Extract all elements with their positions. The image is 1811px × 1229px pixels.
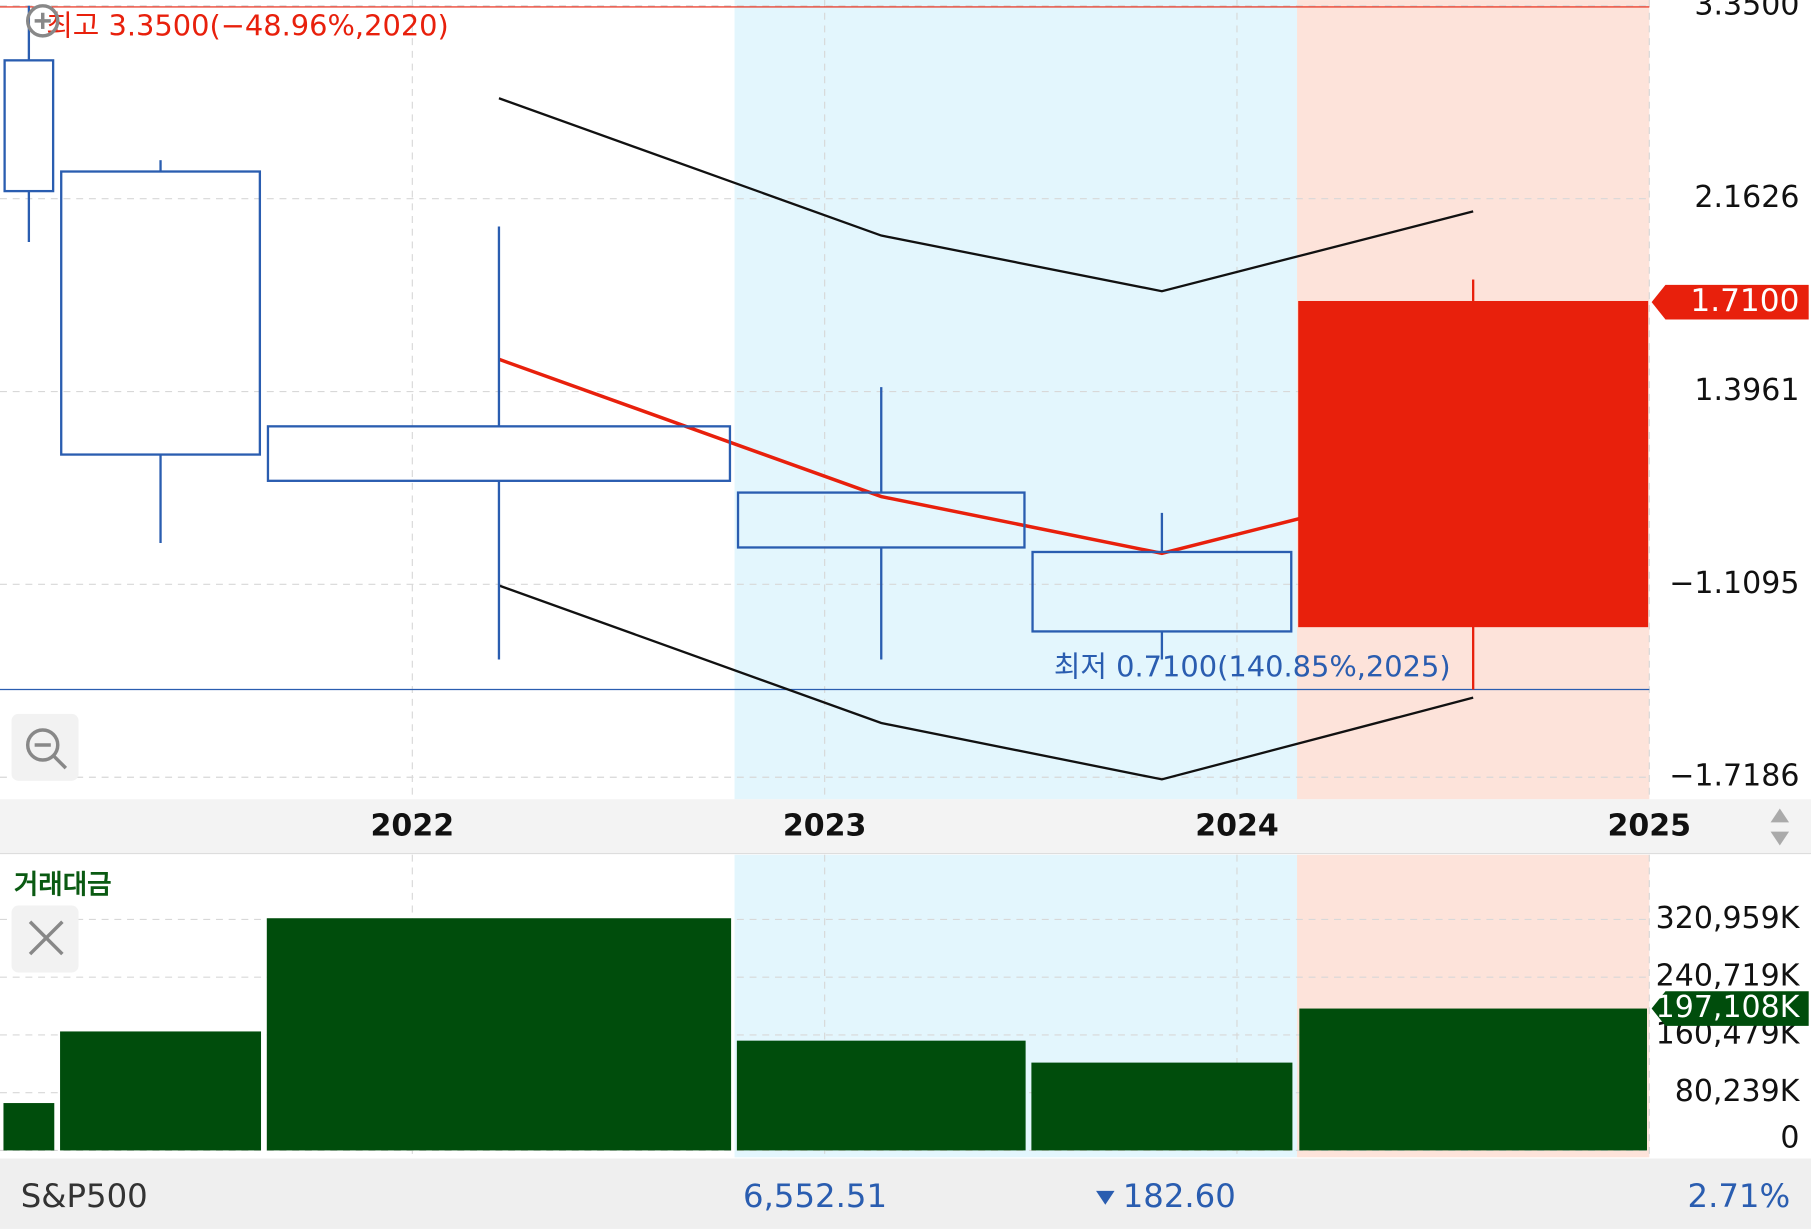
volume-bar xyxy=(1299,1008,1647,1151)
volume-bar xyxy=(266,918,732,1151)
candle-body xyxy=(1298,300,1649,628)
y-tick-label: −1.1095 xyxy=(1669,566,1799,601)
y-tick-label: 320,959K xyxy=(1656,901,1801,936)
candle-body xyxy=(3,59,55,193)
x-tick-label: 2022 xyxy=(371,809,455,844)
band-line xyxy=(498,97,1474,293)
volume-bar xyxy=(736,1040,1026,1151)
band-blue xyxy=(734,0,1298,800)
volume-bar xyxy=(1031,1062,1293,1151)
y-tick-label: −1.7186 xyxy=(1669,759,1799,794)
x-tick-label: 2023 xyxy=(783,809,867,844)
volume-bar xyxy=(3,1103,55,1151)
footer-bar xyxy=(0,1158,1811,1229)
x-tick-label: 2024 xyxy=(1195,809,1279,844)
candle-body xyxy=(60,170,262,456)
index-change: 182.60 xyxy=(1123,1177,1236,1215)
x-tick-label: 2025 xyxy=(1608,809,1692,844)
volume-tag xyxy=(1651,991,1809,1026)
close-indicator[interactable] xyxy=(11,905,79,973)
scroll-arrows[interactable] xyxy=(1770,808,1790,846)
index-price: 6,552.51 xyxy=(743,1177,887,1215)
down-triangle xyxy=(1096,1190,1115,1205)
y-tick-label: 2.1626 xyxy=(1694,180,1799,215)
band-line xyxy=(498,584,1474,781)
y-tick-label: 80,239K xyxy=(1675,1074,1801,1109)
price-tag xyxy=(1651,284,1809,320)
high-annotation: 최고 3.3500(−48.96%,2020) xyxy=(46,9,449,43)
volume-tag-label: 197,108K xyxy=(1656,990,1801,1025)
index-percent: 2.71% xyxy=(1688,1177,1791,1215)
y-tick-label: 0 xyxy=(1780,1120,1799,1155)
candle-body xyxy=(266,425,732,482)
y-tick-label: 240,719K xyxy=(1656,959,1801,994)
index-name: S&P500 xyxy=(21,1177,148,1215)
zoom-out[interactable] xyxy=(11,713,79,781)
panel-title: 거래대금 xyxy=(14,869,112,900)
y-tick-label: 1.3961 xyxy=(1694,373,1799,408)
low-annotation: 최저 0.7100(140.85%,2025) xyxy=(1054,650,1451,684)
candle-body xyxy=(736,491,1026,549)
x-axis-strip xyxy=(0,799,1811,854)
y-tick-label: 3.3500 xyxy=(1694,0,1799,22)
volume-bar xyxy=(60,1031,262,1151)
price-tag-label: 1.7100 xyxy=(1690,283,1799,319)
zoom-in[interactable] xyxy=(25,4,60,38)
candle-body xyxy=(1031,550,1293,633)
